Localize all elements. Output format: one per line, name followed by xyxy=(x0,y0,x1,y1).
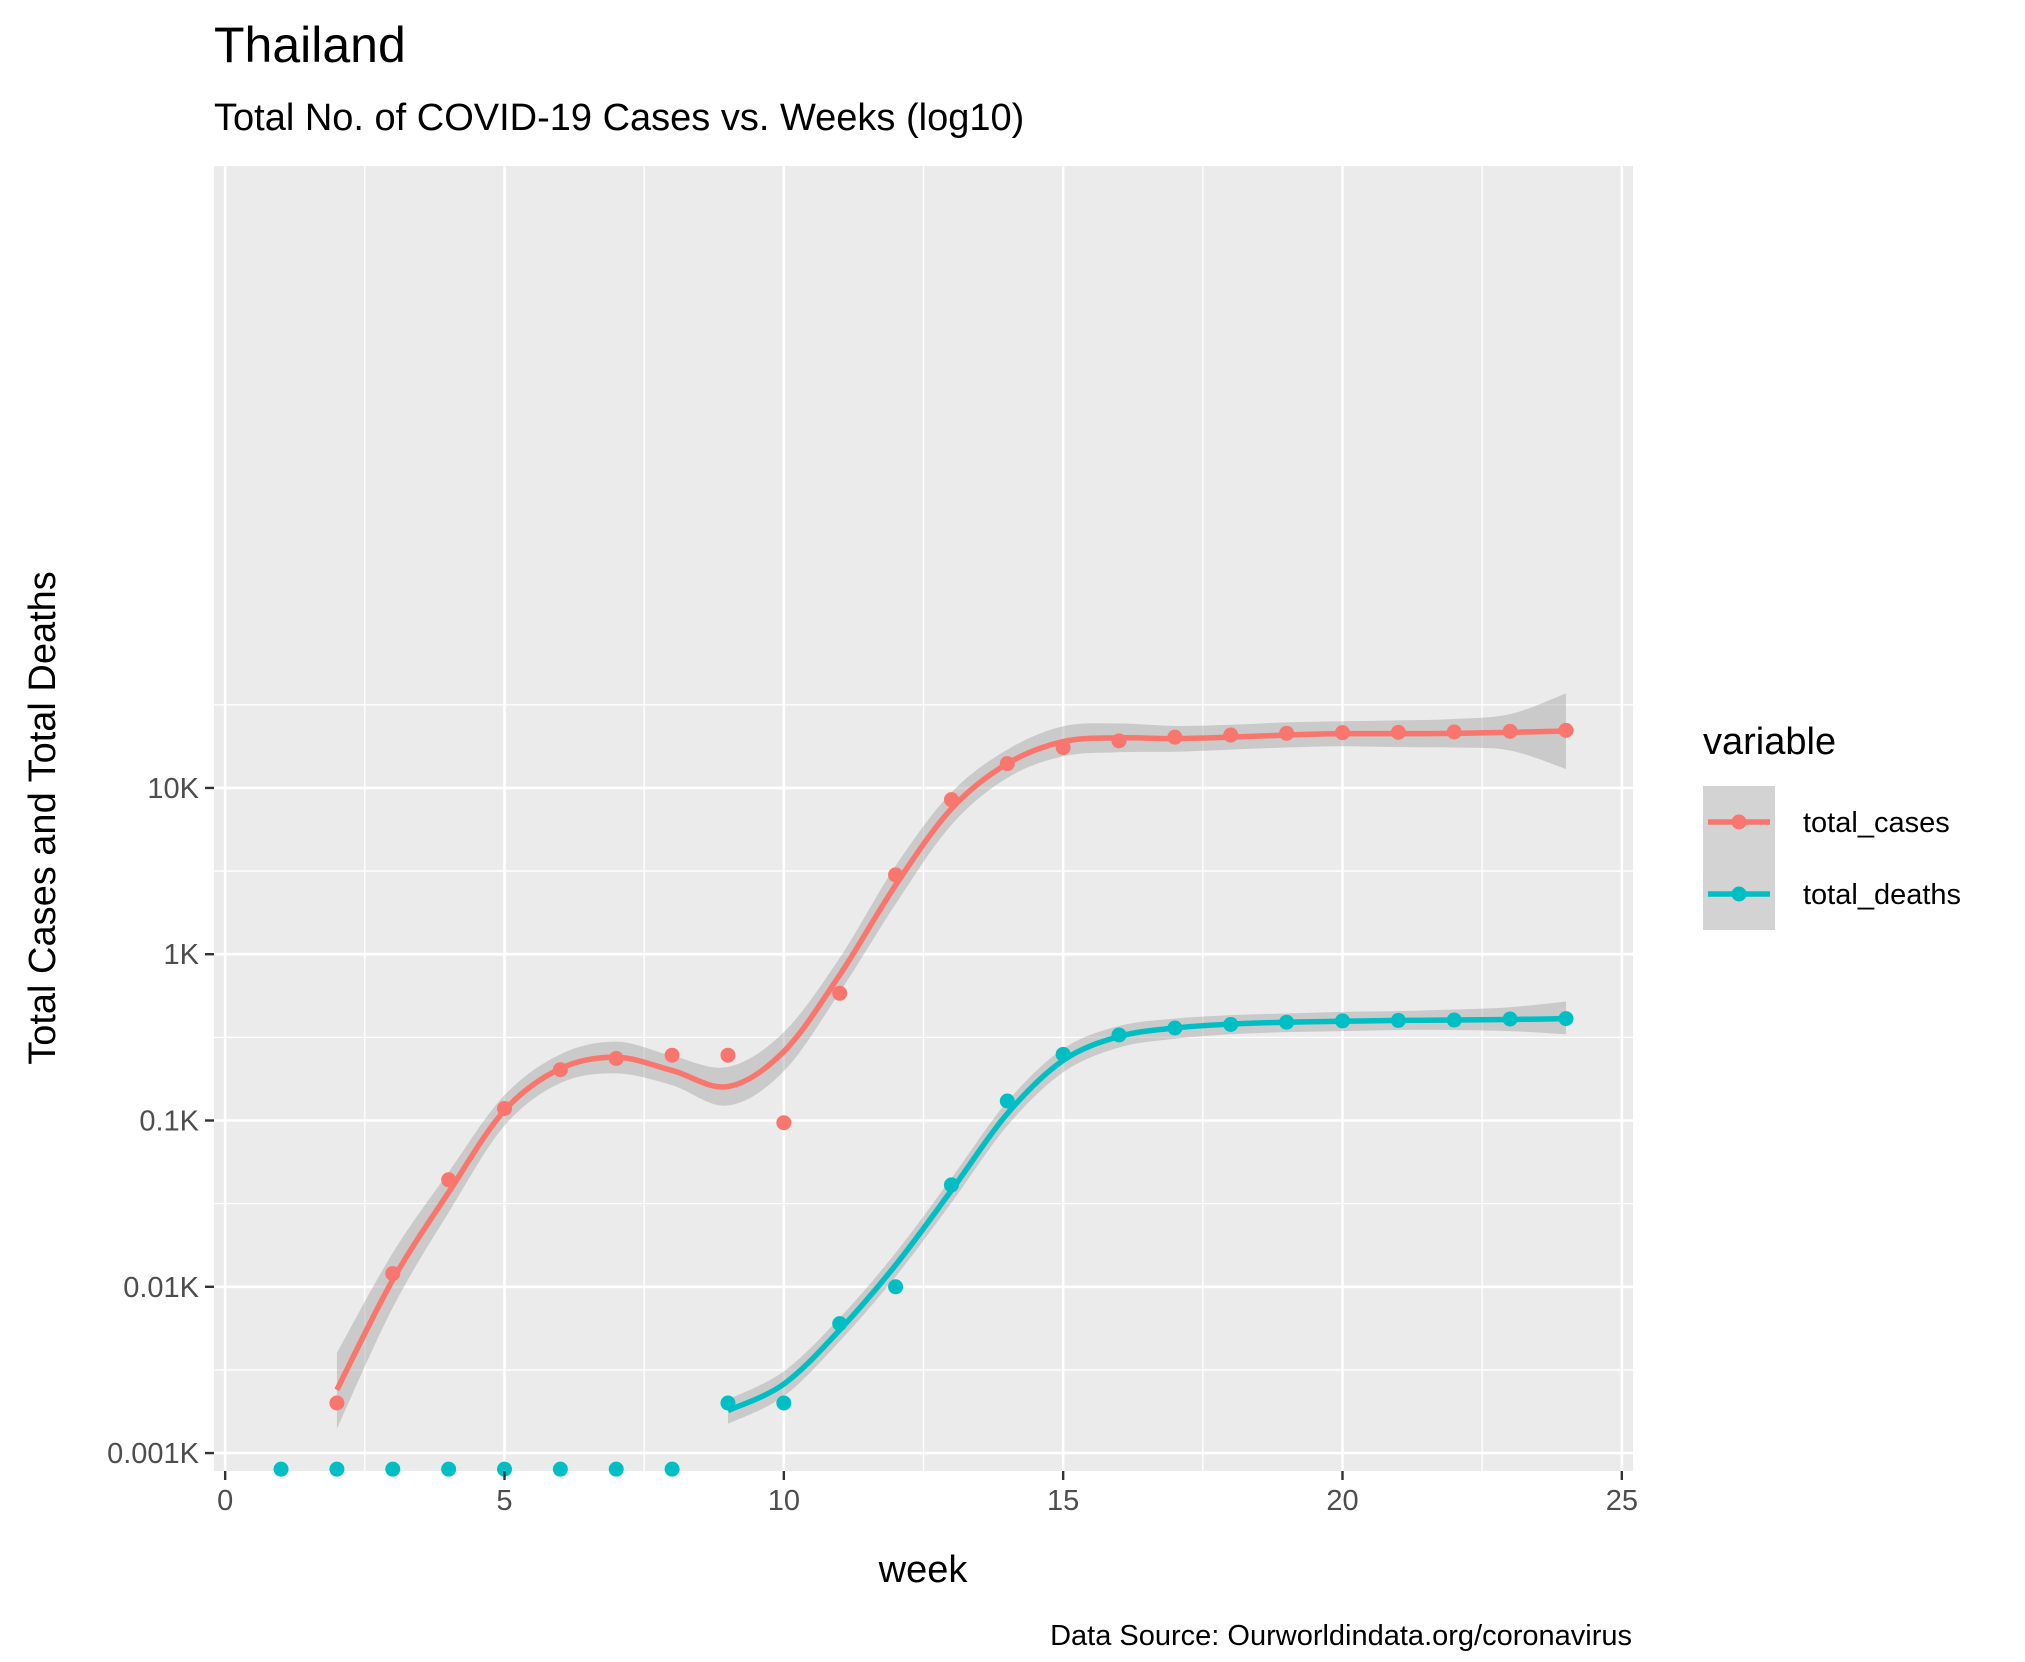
x-axis-tick-label: 10 xyxy=(768,1485,800,1517)
x-axis-tick-label: 15 xyxy=(1047,1485,1079,1517)
data-point-total_deaths xyxy=(1558,1011,1574,1027)
y-axis-tick-label: 0.001K xyxy=(107,1438,200,1470)
data-point-total_cases xyxy=(1279,725,1295,741)
y-axis-tick-label: 0.01K xyxy=(123,1272,199,1304)
data-point-total_deaths xyxy=(1390,1012,1406,1028)
data-point-total_cases xyxy=(329,1395,345,1411)
caption: Data Source: Ourworldindata.org/coronavi… xyxy=(1050,1620,1632,1652)
data-point-total_deaths xyxy=(552,1461,568,1477)
data-point-total_deaths xyxy=(1334,1013,1350,1029)
chart-subtitle: Total No. of COVID-19 Cases vs. Weeks (l… xyxy=(214,97,1024,139)
data-point-total_cases xyxy=(1446,724,1462,740)
y-axis-title: Total Cases and Total Deaths xyxy=(22,571,64,1065)
data-point-total_cases xyxy=(441,1172,457,1188)
legend-key-point xyxy=(1731,886,1747,902)
x-axis-tick-label: 25 xyxy=(1606,1485,1638,1517)
legend-label: total_deaths xyxy=(1803,879,1961,911)
data-point-total_deaths xyxy=(329,1461,345,1477)
legend: variable total_cases total_deaths xyxy=(1703,721,1961,930)
data-point-total_cases xyxy=(888,867,904,883)
data-point-total_deaths xyxy=(1502,1011,1518,1027)
data-point-total_deaths xyxy=(441,1461,457,1477)
data-point-total_cases xyxy=(1167,729,1183,745)
data-point-total_deaths xyxy=(943,1177,959,1193)
data-point-total_cases xyxy=(832,985,848,1001)
y-axis-tick-label: 10K xyxy=(147,773,199,805)
legend-item-total_deaths: total_deaths xyxy=(1703,858,1961,930)
data-point-total_cases xyxy=(1558,722,1574,738)
data-point-total_cases xyxy=(776,1115,792,1131)
data-point-total_deaths xyxy=(832,1316,848,1332)
x-axis-tick-label: 5 xyxy=(496,1485,512,1517)
data-point-total_deaths xyxy=(1446,1012,1462,1028)
axes: 0 5 10 15 20 25 0.001K 0.01K 0.1K 1K 10K xyxy=(107,773,1638,1517)
data-point-total_deaths xyxy=(999,1093,1015,1109)
data-point-total_deaths xyxy=(1111,1027,1127,1043)
data-point-total_deaths xyxy=(608,1461,624,1477)
data-point-total_cases xyxy=(608,1050,624,1066)
data-point-total_cases xyxy=(1055,740,1071,756)
grid xyxy=(214,166,1633,1471)
data-point-total_cases xyxy=(385,1266,401,1282)
x-axis-title: week xyxy=(878,1549,969,1591)
data-point-total_cases xyxy=(1502,723,1518,739)
data-point-total_deaths xyxy=(888,1279,904,1295)
data-point-total_cases xyxy=(1111,733,1127,749)
data-point-total_cases xyxy=(720,1047,736,1063)
data-point-total_deaths xyxy=(385,1461,401,1477)
data-point-total_deaths xyxy=(1167,1020,1183,1036)
x-axis-tick-label: 20 xyxy=(1326,1485,1358,1517)
data-point-total_deaths xyxy=(776,1395,792,1411)
data-point-total_deaths xyxy=(1223,1016,1239,1032)
data-point-total_deaths xyxy=(1055,1046,1071,1062)
data-point-total_cases xyxy=(1390,724,1406,740)
data-point-total_cases xyxy=(943,792,959,808)
data-point-total_cases xyxy=(552,1062,568,1078)
data-point-total_deaths xyxy=(1279,1014,1295,1030)
y-axis-tick-label: 1K xyxy=(164,939,200,971)
legend-title: variable xyxy=(1703,721,1836,763)
data-point-total_deaths xyxy=(273,1461,289,1477)
x-axis-tick-label: 0 xyxy=(217,1485,233,1517)
data-points xyxy=(273,722,1574,1477)
legend-key-point xyxy=(1731,814,1747,830)
data-point-total_deaths xyxy=(664,1461,680,1477)
legend-item-total_cases: total_cases xyxy=(1703,786,1950,858)
y-axis-tick-label: 0.1K xyxy=(139,1106,199,1138)
data-point-total_cases xyxy=(1334,725,1350,741)
data-point-total_cases xyxy=(497,1101,513,1117)
data-point-total_cases xyxy=(664,1047,680,1063)
legend-label: total_cases xyxy=(1803,807,1950,839)
data-point-total_cases xyxy=(1223,727,1239,743)
data-point-total_deaths xyxy=(720,1395,736,1411)
chart-title: Thailand xyxy=(214,17,406,73)
data-point-total_deaths xyxy=(497,1461,513,1477)
data-point-total_cases xyxy=(999,756,1015,772)
